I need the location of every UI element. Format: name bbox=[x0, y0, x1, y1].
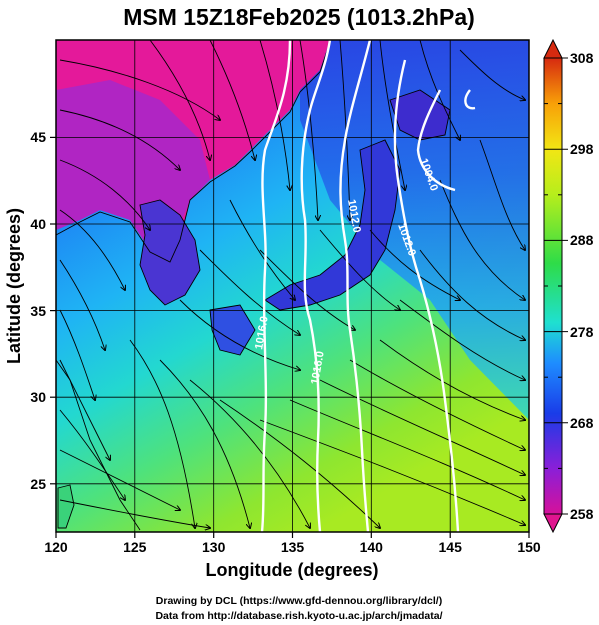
wind-streamlines bbox=[59, 40, 525, 528]
colorbar-tick-268: 268 bbox=[570, 415, 594, 431]
credit-data: Data from http://database.rish.kyoto-u.a… bbox=[155, 610, 442, 622]
y-tick-30: 30 bbox=[30, 389, 46, 405]
x-tick-120: 120 bbox=[44, 539, 68, 555]
colorbar: 258 268 278 288 298 308 bbox=[543, 38, 594, 534]
contour-label-1012-a: 1012.0 bbox=[345, 198, 363, 233]
y-axis-label: Latitude (degrees) bbox=[4, 208, 24, 364]
x-tick-135: 135 bbox=[281, 539, 305, 555]
y-tick-25: 25 bbox=[30, 476, 46, 492]
colorbar-tick-278: 278 bbox=[570, 324, 594, 340]
grid bbox=[56, 40, 529, 532]
colorbar-tick-308: 308 bbox=[570, 50, 594, 66]
colorbar-tick-288: 288 bbox=[570, 232, 594, 248]
contour-label-1016-a: 1016.0 bbox=[253, 315, 271, 350]
x-axis-label: Longitude (degrees) bbox=[205, 560, 378, 580]
colorbar-top-arrow bbox=[543, 38, 563, 59]
korea-peninsula bbox=[140, 200, 200, 305]
kyushu bbox=[210, 305, 255, 355]
plot-area: 1004.0 1012.0 1012.0 1016.0 1016.0 bbox=[56, 40, 529, 532]
contour-label-1016-b: 1016.0 bbox=[309, 350, 327, 385]
colorbar-bottom-arrow bbox=[543, 513, 563, 534]
tick-marks bbox=[50, 136, 530, 538]
japan-cold-land bbox=[265, 140, 400, 310]
taiwan bbox=[58, 485, 74, 528]
x-tick-145: 145 bbox=[439, 539, 463, 555]
colorbar-tick-298: 298 bbox=[570, 141, 594, 157]
y-tick-35: 35 bbox=[30, 303, 46, 319]
purple-inland bbox=[56, 80, 210, 250]
isobars bbox=[260, 40, 476, 532]
map-title: MSM 15Z18Feb2025 (1013.2hPa) bbox=[123, 4, 475, 30]
x-tick-125: 125 bbox=[123, 539, 147, 555]
credit-drawing: Drawing by DCL (https://www.gfd-dennou.o… bbox=[156, 595, 442, 607]
x-tick-150: 150 bbox=[517, 539, 541, 555]
x-tick-140: 140 bbox=[360, 539, 384, 555]
x-tick-130: 130 bbox=[202, 539, 226, 555]
cold-region-east bbox=[300, 40, 529, 420]
y-tick-45: 45 bbox=[30, 129, 46, 145]
colorbar-tick-258: 258 bbox=[570, 506, 594, 522]
y-tick-40: 40 bbox=[30, 216, 46, 232]
